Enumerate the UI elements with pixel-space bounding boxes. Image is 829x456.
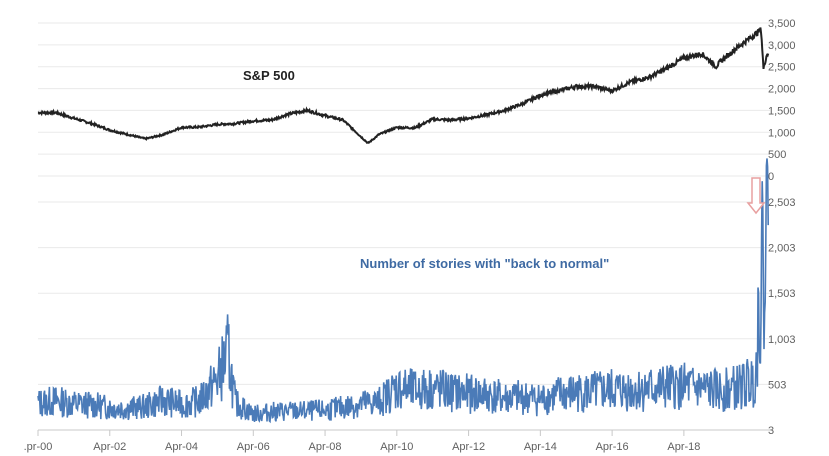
x-tick-label: Apr-02	[93, 441, 126, 453]
sp500-annotation: S&P 500	[243, 68, 295, 83]
x-tick-label: Apr-06	[237, 441, 270, 453]
x-axis-ticks: .pr-00 Apr-02 Apr-04 Apr-06 Apr-08 Apr-10 Apr-…	[24, 430, 700, 453]
top-y-tick-label: 1,500	[768, 105, 796, 117]
top-y-tick-label: 3,000	[768, 40, 796, 52]
top-y-tick-label: 0	[768, 171, 774, 183]
x-tick-label: Apr-10	[380, 441, 413, 453]
bottom-y-tick-label: 1,003	[768, 334, 796, 346]
top-gridlines	[38, 22, 770, 177]
top-y-tick-label: 2,500	[768, 62, 796, 74]
x-tick-label: .pr-00	[24, 441, 53, 453]
x-tick-label: Apr-08	[309, 441, 342, 453]
bottom-y-tick-label: 503	[768, 379, 786, 391]
x-tick-label: Apr-04	[165, 441, 198, 453]
top-y-tick-label: 500	[768, 149, 786, 161]
x-tick-label: Apr-18	[667, 441, 700, 453]
bottom-y-tick-label: 2,003	[768, 243, 796, 255]
bottom-y-axis-ticks: 3 503 1,003 1,503 2,003 2,503	[768, 197, 796, 437]
bottom-y-tick-label: 1,503	[768, 288, 796, 300]
x-tick-label: Apr-14	[524, 441, 557, 453]
bottom-y-tick-label: 3	[768, 425, 774, 437]
top-y-tick-label: 3,500	[768, 18, 796, 30]
top-y-tick-label: 1,000	[768, 127, 796, 139]
sp500-series-line	[37, 27, 770, 145]
stories-annotation: Number of stories with "back to normal"	[360, 256, 609, 271]
top-y-axis-ticks: 0 500 1,000 1,500 2,000 2,500 3,000 3,500	[768, 18, 796, 183]
stories-series-line	[37, 158, 769, 424]
x-tick-label: Apr-12	[452, 441, 485, 453]
x-tick-label: Apr-16	[596, 441, 629, 453]
top-y-tick-label: 2,000	[768, 84, 796, 96]
down-arrow-icon	[746, 177, 766, 215]
bottom-y-tick-label: 2,503	[768, 197, 796, 209]
